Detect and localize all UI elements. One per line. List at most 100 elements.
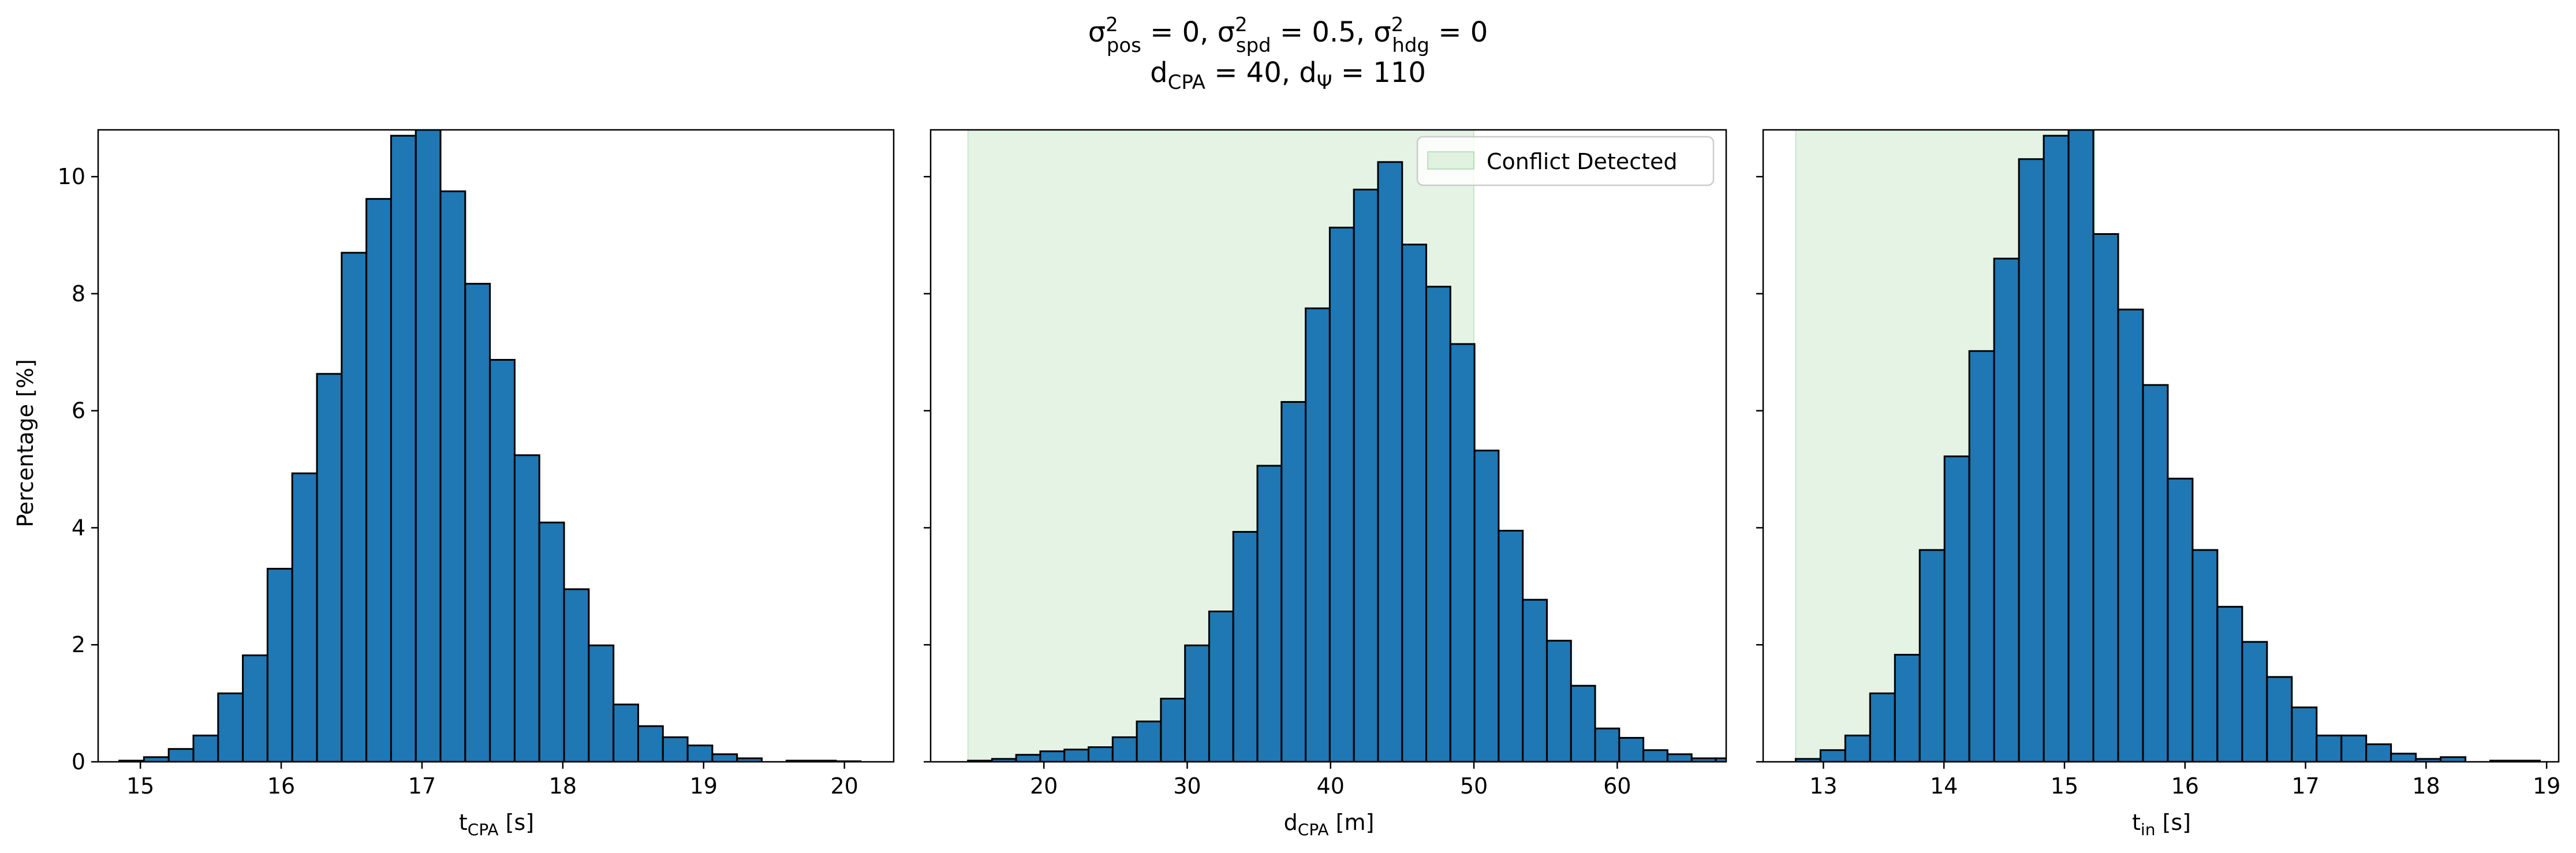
x-tick-label: 18 [549, 773, 577, 799]
histogram-bar [1377, 161, 1403, 762]
histogram-bar [1869, 692, 1896, 762]
histogram-bar [1819, 749, 1846, 762]
histogram-bar [1715, 757, 1726, 762]
x-axis-label-t-in: tin [s] [2132, 810, 2191, 839]
y-tick-label: 4 [72, 515, 85, 540]
histogram-bar [538, 521, 565, 762]
histogram-bar [1184, 644, 1210, 762]
axes-frame [929, 129, 1727, 763]
histogram-bar [563, 588, 590, 762]
histogram-bar [489, 358, 516, 762]
histogram-bar [2216, 605, 2243, 762]
legend: Conflict Detected [1416, 136, 1715, 186]
y-tick-label: 6 [72, 398, 85, 424]
histogram-bar [1087, 746, 1114, 762]
histogram-bar [1473, 450, 1500, 762]
histogram-bar [1943, 455, 1970, 762]
plot-area-t-cpa [118, 130, 862, 762]
x-tick-label: 30 [1173, 773, 1201, 799]
histogram-bar [1111, 736, 1138, 762]
histogram-bar [341, 252, 368, 762]
y-tick-label: 2 [72, 632, 85, 657]
x-tick-label: 17 [408, 773, 436, 799]
panel-t-in: 13 14 15 16 17 18 19 [1756, 129, 2560, 799]
axes-frame [97, 129, 895, 763]
histogram-bar [1305, 307, 1331, 762]
histogram-bar [1015, 754, 1041, 762]
histogram-bar [242, 654, 268, 762]
histogram-bar [1918, 549, 1946, 762]
x-tick-label: 14 [1930, 773, 1958, 799]
histogram-bar [464, 283, 491, 762]
histogram-bar [2291, 706, 2318, 762]
histogram-bar [1401, 244, 1428, 762]
histogram-bar [1232, 531, 1259, 762]
x-tick-label: 16 [2171, 773, 2199, 799]
histogram-bar [1063, 749, 1089, 762]
x-axis-label-t-cpa: tCPA [s] [459, 810, 534, 839]
histogram-bar [291, 472, 318, 762]
histogram-bar [2142, 384, 2169, 762]
histogram-bar [390, 134, 417, 762]
x-tick-label: 18 [2412, 773, 2440, 799]
histogram-bar [167, 748, 195, 762]
histogram-bar [1993, 257, 2020, 762]
histogram-bar [1894, 653, 1921, 762]
histogram-bar [1968, 350, 1995, 762]
histogram-bar [1618, 736, 1645, 762]
histogram-bar [662, 736, 689, 762]
x-tick-label: 13 [1809, 773, 1837, 799]
legend-label: Conflict Detected [1487, 149, 1677, 174]
histogram-bar [2018, 158, 2045, 762]
legend-swatch [1427, 151, 1474, 170]
x-tick-label: 16 [267, 773, 295, 799]
histogram-bar [1666, 753, 1693, 762]
histogram-bar [266, 567, 293, 762]
y-tick-label: 10 [58, 164, 85, 189]
histogram-bar [2117, 308, 2144, 762]
histogram-bar [1039, 750, 1066, 762]
histogram-bar [1328, 226, 1355, 762]
panel-d-cpa: 20 30 40 50 60 [924, 129, 1727, 799]
histogram-bar [2043, 134, 2070, 762]
histogram-bar [365, 198, 392, 762]
histogram-bar [2167, 477, 2194, 762]
histogram-bar [439, 190, 466, 762]
x-tick-label: 17 [2291, 773, 2319, 799]
histogram-bar [2390, 753, 2417, 762]
histogram-bar [192, 734, 219, 762]
x-tick-label: 19 [690, 773, 718, 799]
histogram-bar [415, 130, 442, 762]
histogram-bar [316, 373, 343, 762]
histogram-bar [1545, 639, 1572, 762]
histogram-bar [1594, 727, 1621, 762]
histogram-bar [2192, 549, 2219, 762]
y-axis-label: Percentage [%] [13, 359, 38, 527]
plot-area-d-cpa [967, 130, 1726, 762]
histogram-bar [1208, 610, 1234, 762]
x-tick-label: 15 [126, 773, 154, 799]
figure-title-line-2: dCPA = 40, dΨ = 110 [1150, 57, 1426, 94]
histogram-bar [1280, 401, 1307, 762]
x-tick-label: 40 [1317, 773, 1345, 799]
histogram-bar [2365, 743, 2392, 762]
y-tick-label: 8 [72, 281, 85, 306]
histogram-bar [1160, 698, 1186, 762]
histogram-bar [637, 725, 664, 762]
y-tick-label: 0 [72, 749, 85, 775]
histogram-bar [2241, 641, 2268, 762]
x-tick-label: 20 [1030, 773, 1058, 799]
legend-box [1416, 136, 1715, 186]
histogram-bar [1642, 749, 1668, 762]
axes-frame [1762, 129, 2560, 763]
histogram-bar [1449, 343, 1476, 762]
x-tick-label: 60 [1603, 773, 1631, 799]
histogram-bar [711, 753, 738, 762]
plot-area-t-in [1794, 130, 2541, 762]
histogram-bar [1570, 684, 1596, 762]
histogram-bar [686, 744, 714, 762]
histogram-bar [1136, 720, 1162, 762]
panel-t-cpa: 15 16 17 18 19 20 0 2 4 6 8 10 [58, 129, 895, 799]
x-tick-label: 15 [2051, 773, 2078, 799]
